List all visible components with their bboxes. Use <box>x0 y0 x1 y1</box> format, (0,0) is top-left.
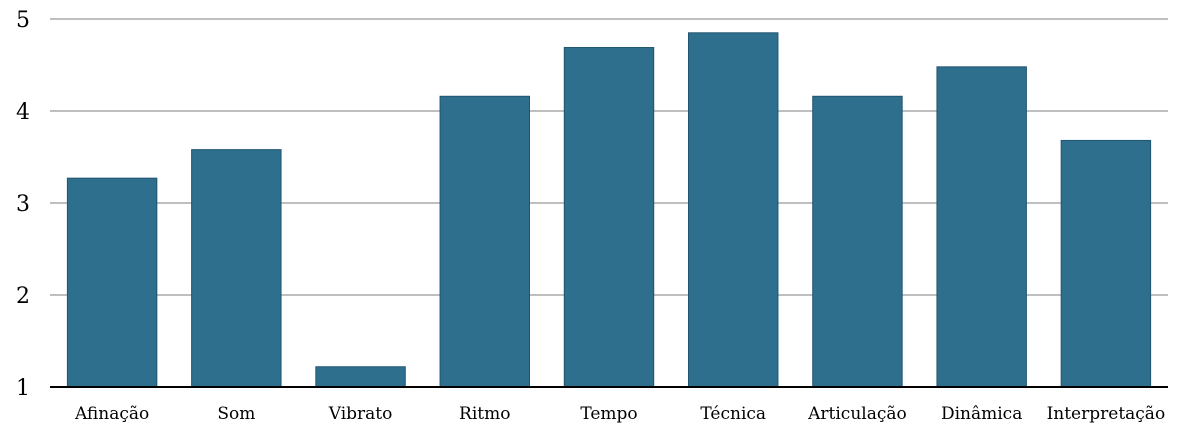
bar-1 <box>191 149 282 388</box>
x-category-label: Vibrato <box>328 404 393 424</box>
x-category-label: Afinação <box>74 404 149 424</box>
x-category-label: Interpretação <box>1047 404 1166 424</box>
y-tick-label: 2 <box>16 284 30 309</box>
x-category-label: Ritmo <box>459 404 510 424</box>
bar-0 <box>66 177 158 388</box>
bar-8 <box>1060 139 1152 388</box>
bar-5 <box>688 32 779 388</box>
bar-6 <box>812 95 903 388</box>
x-category-label: Articulação <box>807 404 907 424</box>
y-tick-label: 5 <box>16 8 30 33</box>
x-category-label: Dinâmica <box>941 404 1022 424</box>
bar-2 <box>315 366 406 388</box>
y-tick-label: 1 <box>16 376 30 401</box>
bar-3 <box>439 95 530 388</box>
x-axis-labels: Afinação Som Vibrato Ritmo Tempo Técnica Artic… <box>74 404 1165 424</box>
y-axis-ticks: 1 2 3 4 5 <box>16 8 30 401</box>
x-category-label: Técnica <box>700 404 766 424</box>
x-category-label: Som <box>217 404 255 424</box>
bar-4 <box>563 47 655 388</box>
bars <box>66 32 1152 388</box>
y-tick-label: 3 <box>16 192 30 217</box>
x-category-label: Tempo <box>580 404 637 424</box>
y-tick-label: 4 <box>16 100 30 125</box>
bar-7 <box>936 66 1027 388</box>
